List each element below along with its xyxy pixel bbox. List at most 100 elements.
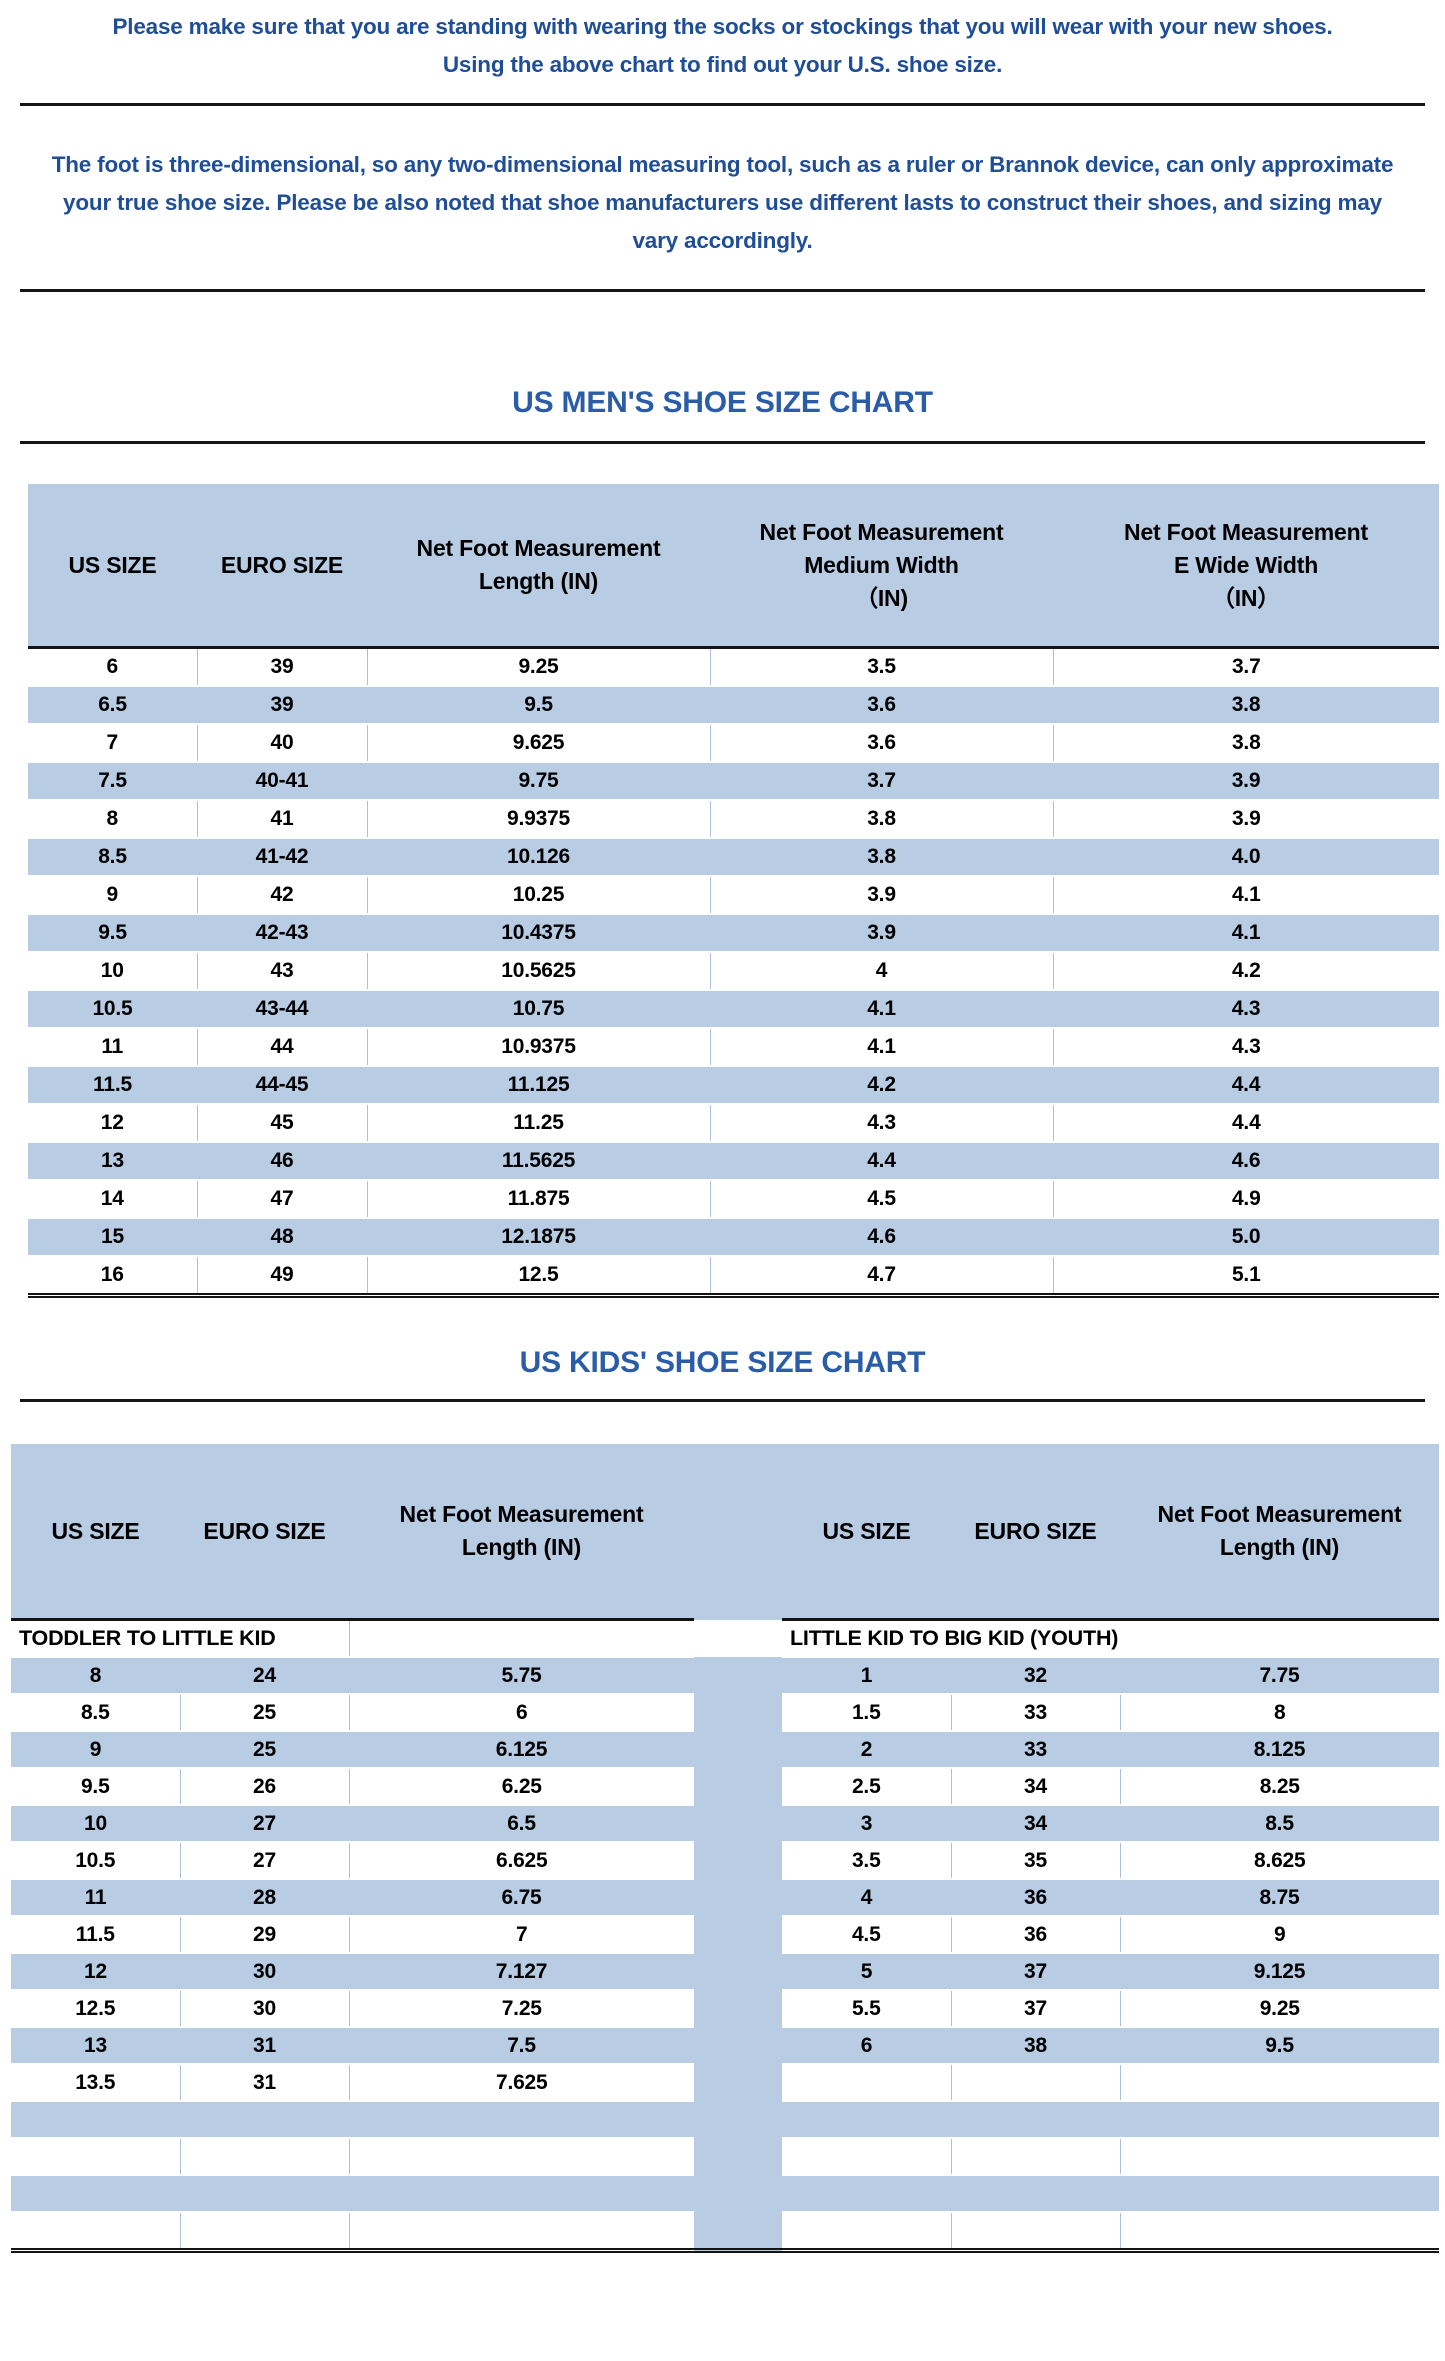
table-gap-cell xyxy=(694,2212,782,2253)
cell: 36 xyxy=(950,1915,1120,1954)
cell: 10.5 xyxy=(28,989,197,1029)
horizontal-divider xyxy=(20,289,1425,292)
cell: 13 xyxy=(11,2026,180,2065)
table-row: 15 48 12.1875 4.6 5.0 xyxy=(28,1217,1439,1257)
cell: 7.5 xyxy=(349,2026,694,2065)
table-row: 16 49 12.5 4.7 5.1 xyxy=(28,1255,1439,1298)
cell: 9.25 xyxy=(1119,1989,1439,2028)
cell: 14 xyxy=(28,1179,197,1219)
table-gap-cell xyxy=(694,1619,782,1657)
cell: 3.9 xyxy=(1053,761,1439,801)
cell: 11 xyxy=(28,1027,197,1067)
cell xyxy=(950,2137,1120,2176)
cell: 11 xyxy=(11,1878,180,1917)
cell: 11.5 xyxy=(28,1065,197,1105)
cell: 4.2 xyxy=(710,1065,1053,1105)
cell: 12 xyxy=(28,1103,197,1143)
cell: 11.875 xyxy=(366,1179,710,1219)
column-header-us-size: US SIZE xyxy=(28,484,197,649)
cell: 8.75 xyxy=(1120,1878,1439,1917)
cell xyxy=(951,2174,1120,2213)
cell: 33 xyxy=(950,1693,1120,1732)
cell: 31 xyxy=(180,2026,349,2065)
cell: 10 xyxy=(28,951,197,991)
cell xyxy=(11,2137,180,2176)
table-row: 12 30 7.127 5 37 9.125 xyxy=(11,1952,1439,1991)
cell: 33 xyxy=(951,1730,1120,1769)
cell: 4.3 xyxy=(709,1103,1053,1143)
cell: 9.625 xyxy=(366,723,710,763)
cell xyxy=(1120,2100,1439,2139)
cell: 2 xyxy=(782,1730,951,1769)
cell: 9.5 xyxy=(367,685,710,725)
cell: 4.1 xyxy=(709,1027,1053,1067)
cell: 8.25 xyxy=(1119,1767,1439,1806)
cell: 3.9 xyxy=(710,913,1053,953)
cell: 9.5 xyxy=(28,913,197,953)
cell: 34 xyxy=(951,1804,1120,1843)
cell: 47 xyxy=(196,1179,367,1219)
cell: 9.75 xyxy=(367,761,710,801)
cell: 40 xyxy=(196,723,367,763)
table-row: 8.5 41-42 10.126 3.8 4.0 xyxy=(28,837,1439,877)
mens-chart-title: US MEN'S SHOE SIZE CHART xyxy=(512,386,933,419)
cell: 10.5625 xyxy=(366,951,710,991)
column-header-medium-width: Net Foot Measurement Medium Width （IN) xyxy=(710,484,1053,649)
cell: 6.125 xyxy=(349,1730,694,1769)
cell: 3.8 xyxy=(1053,685,1439,725)
table-gap-cell xyxy=(694,1694,782,1731)
cell xyxy=(782,2063,951,2102)
cell: 16 xyxy=(28,1255,197,1298)
table-row: 12.5 30 7.25 5.5 37 9.25 xyxy=(11,1989,1439,2028)
cell: 42 xyxy=(196,875,367,915)
table-row: 8 41 9.9375 3.8 3.9 xyxy=(28,799,1439,839)
cell xyxy=(951,2100,1120,2139)
cell: 25 xyxy=(179,1693,349,1732)
cell: 11.5625 xyxy=(367,1141,710,1181)
cell: 6.75 xyxy=(349,1878,694,1917)
cell: 8 xyxy=(1119,1693,1439,1732)
cell: 3.8 xyxy=(709,799,1053,839)
cell: 3 xyxy=(782,1804,951,1843)
group-label-row: TODDLER TO LITTLE KID LITTLE KID TO BIG … xyxy=(11,1618,1439,1658)
cell: 6.5 xyxy=(349,1804,694,1843)
cell: 6 xyxy=(348,1693,694,1732)
cell: 9 xyxy=(11,1730,180,1769)
table-row xyxy=(11,2174,1439,2213)
cell: 4.4 xyxy=(1052,1103,1439,1143)
cell xyxy=(180,2174,349,2213)
cell: 11.25 xyxy=(366,1103,710,1143)
cell: 37 xyxy=(951,1952,1120,1991)
header-row: US SIZE EURO SIZE Net Foot Measurement L… xyxy=(11,1444,1439,1621)
cell: 12.5 xyxy=(11,1989,180,2028)
cell: 27 xyxy=(180,1804,349,1843)
cell: 6.625 xyxy=(348,1841,694,1880)
note-paragraph: The foot is three-dimensional, so any tw… xyxy=(51,152,1394,253)
cell xyxy=(349,2174,694,2213)
kids-size-table: US SIZE EURO SIZE Net Foot Measurement L… xyxy=(11,1444,1439,2253)
table-gap-cell xyxy=(694,2101,782,2138)
mens-table-header: US SIZE EURO SIZE Net Foot Measurement L… xyxy=(28,484,1439,649)
cell: 8.5 xyxy=(11,1693,180,1732)
cell: 35 xyxy=(950,1841,1120,1880)
cell: 3.9 xyxy=(709,875,1053,915)
cell: 26 xyxy=(179,1767,349,1806)
cell: 5.1 xyxy=(1052,1255,1439,1298)
kids-table-header: US SIZE EURO SIZE Net Foot Measurement L… xyxy=(11,1444,1439,1621)
cell: 34 xyxy=(950,1767,1120,1806)
cell xyxy=(1119,2137,1439,2176)
cell xyxy=(348,2211,694,2253)
cell: 12 xyxy=(11,1952,180,1991)
column-header-euro-size: EURO SIZE xyxy=(197,484,367,649)
cell xyxy=(950,2063,1120,2102)
table-row: 11 28 6.75 4 36 8.75 xyxy=(11,1878,1439,1917)
cell: 36 xyxy=(951,1878,1120,1917)
cell xyxy=(1119,2063,1439,2102)
cell: 7.5 xyxy=(28,761,197,801)
cell: 4.3 xyxy=(1053,989,1439,1029)
table-gap-cell xyxy=(694,2027,782,2064)
cell: 39 xyxy=(196,646,367,687)
cell: 3.9 xyxy=(1052,799,1439,839)
table-gap-cell xyxy=(694,2064,782,2101)
table-gap-cell xyxy=(694,1842,782,1879)
